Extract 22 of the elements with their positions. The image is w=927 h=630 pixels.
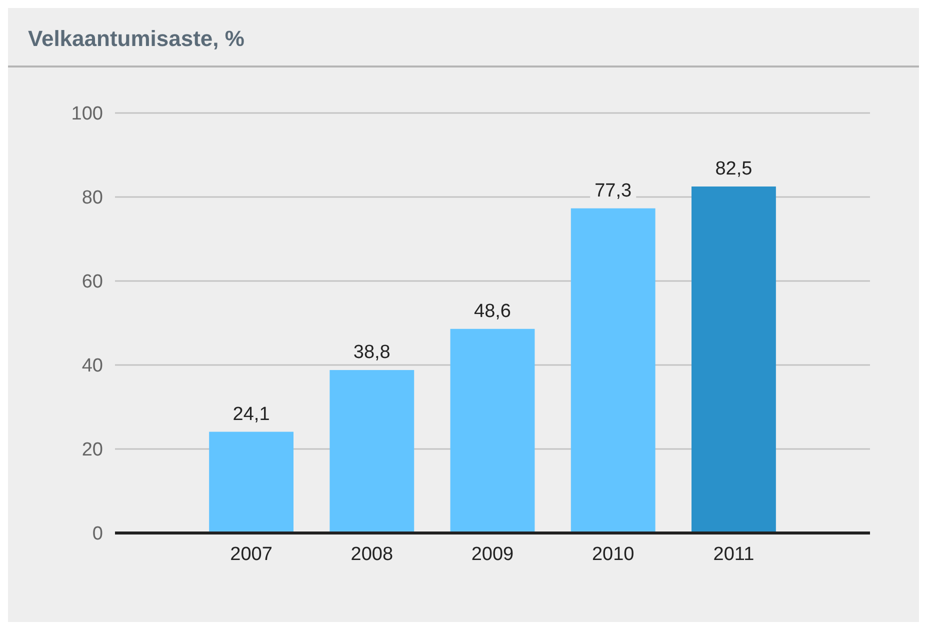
data-label: 38,8 <box>353 342 390 364</box>
bar <box>209 432 294 533</box>
y-tick-label: 20 <box>82 440 103 461</box>
x-tick-label: 2011 <box>713 544 754 565</box>
bar <box>692 186 776 533</box>
y-tick-label: 40 <box>82 356 103 377</box>
y-tick-label: 0 <box>92 524 103 545</box>
bar <box>450 328 535 533</box>
x-tick-label: 2009 <box>471 544 514 565</box>
x-tick-label: 2010 <box>592 544 634 565</box>
data-label: 77,3 <box>594 180 632 202</box>
x-tick-label: 2008 <box>350 544 394 565</box>
data-label: 82,5 <box>715 158 752 180</box>
bar <box>570 208 656 533</box>
data-label: 48,6 <box>474 300 511 322</box>
x-tick-label: 2007 <box>230 544 272 565</box>
y-tick-label: 80 <box>82 188 103 209</box>
data-label: 24,1 <box>232 404 270 425</box>
y-tick-label: 100 <box>71 104 103 125</box>
bar <box>330 370 414 533</box>
chart-title: Velkaantumisaste, % <box>28 26 244 51</box>
y-tick-label: 60 <box>82 272 103 293</box>
